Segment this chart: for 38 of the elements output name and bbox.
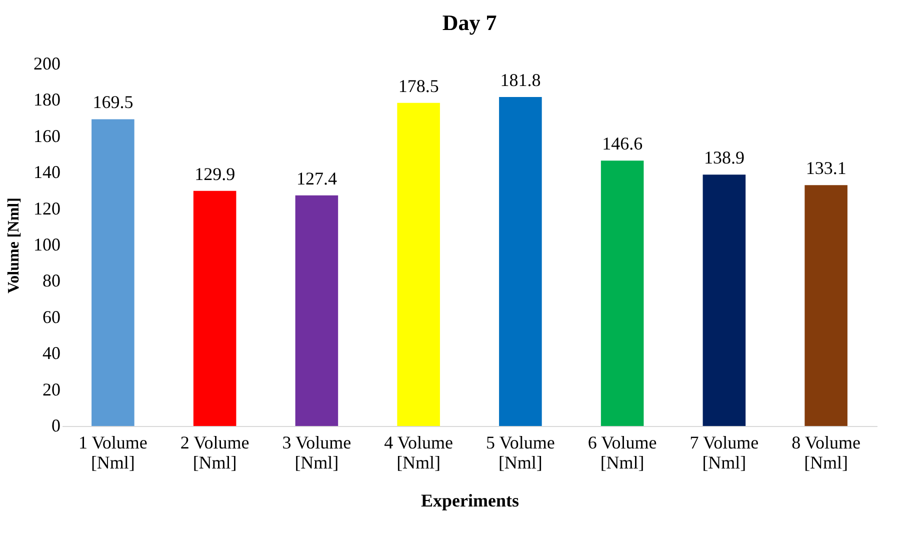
x-tick-label: 2 Volume [Nml] [180, 432, 250, 472]
bar [193, 190, 236, 426]
data-label: 146.6 [602, 134, 643, 154]
y-tick-label: 120 [34, 198, 60, 218]
y-tick-label: 140 [34, 162, 60, 182]
y-tick-label: 40 [42, 343, 60, 364]
y-tick-label: 20 [42, 379, 60, 400]
x-tick-label: 3 Volume [Nml] [282, 432, 352, 472]
bar [804, 185, 848, 426]
bar [92, 119, 134, 426]
y-tick-label: 160 [34, 126, 60, 146]
data-label: 138.9 [704, 148, 744, 168]
data-label: 169.5 [92, 92, 134, 112]
x-tick-label: 1 Volume [Nml] [78, 432, 148, 472]
x-axis-title: Experiments [421, 490, 519, 510]
y-tick-label: 80 [42, 270, 60, 291]
x-tick-label: 5 Volume [Nml] [486, 432, 555, 472]
x-tick-label: 4 Volume [Nml] [384, 432, 453, 472]
y-tick-label: 60 [42, 306, 60, 327]
y-tick-label: 200 [34, 54, 60, 74]
data-label: 127.4 [296, 168, 337, 188]
bar [397, 102, 440, 426]
y-tick-label: 180 [34, 90, 60, 110]
x-tick-label: 7 Volume [Nml] [690, 432, 759, 472]
bar [702, 174, 746, 426]
bar [499, 96, 542, 426]
bar [600, 160, 644, 426]
data-label: 133.1 [806, 158, 846, 178]
x-tick-label: 6 Volume [Nml] [588, 432, 657, 472]
chart-title: Day 7 [442, 10, 497, 35]
y-tick-label: 0 [52, 416, 60, 436]
data-label: 129.9 [194, 164, 236, 184]
x-tick-label: 8 Volume [Nml] [792, 432, 860, 472]
y-tick-label: 100 [34, 234, 60, 254]
y-axis-title: Volume [Nml] [6, 198, 22, 294]
data-label: 181.8 [500, 70, 541, 90]
bar [295, 195, 338, 426]
data-label: 178.5 [398, 76, 439, 96]
